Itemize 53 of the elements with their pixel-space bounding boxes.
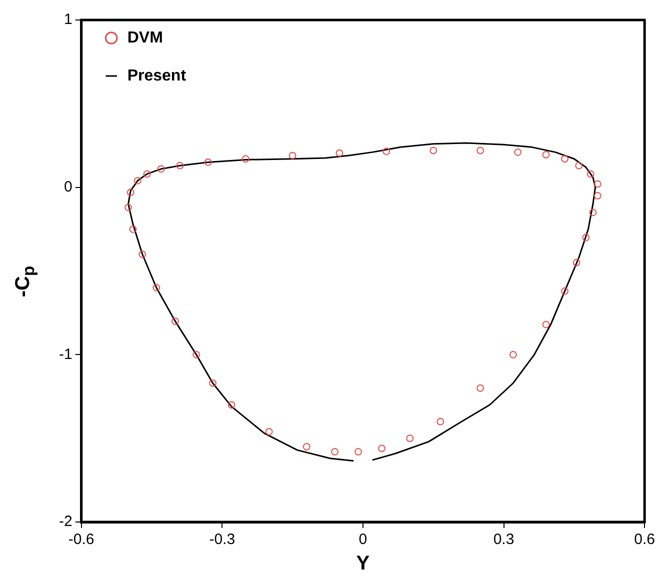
point	[129, 225, 137, 233]
point	[514, 148, 522, 156]
point	[242, 155, 250, 163]
point	[561, 155, 568, 163]
point	[594, 180, 602, 188]
x-tick-label: 0.3	[493, 531, 514, 548]
point	[561, 287, 568, 295]
point	[542, 320, 550, 328]
y-tick-label: 1	[64, 11, 72, 28]
legend-label: Present	[127, 67, 187, 84]
point	[209, 379, 216, 387]
point	[126, 188, 134, 196]
point	[354, 448, 362, 456]
x-tick-label: -0.6	[68, 531, 94, 548]
point	[430, 146, 438, 154]
point	[331, 448, 338, 456]
point	[134, 176, 142, 184]
point	[594, 192, 602, 200]
x-tick-label: 0	[358, 531, 368, 548]
point	[378, 444, 386, 452]
point	[582, 234, 590, 242]
point	[575, 162, 583, 170]
y-tick-label: -2	[58, 513, 72, 530]
point	[586, 170, 594, 178]
point	[336, 149, 344, 157]
point	[302, 443, 310, 450]
point	[476, 146, 484, 154]
point	[157, 165, 165, 173]
x-axis-title: Y	[356, 552, 370, 575]
point	[152, 284, 160, 292]
point	[288, 152, 296, 160]
point	[476, 384, 484, 392]
point	[589, 208, 597, 216]
x-tick-label: 0.6	[634, 531, 656, 548]
point	[436, 418, 444, 426]
point	[124, 204, 132, 212]
point	[572, 258, 580, 266]
point	[542, 151, 550, 158]
point	[204, 158, 212, 166]
point	[138, 250, 146, 258]
point	[176, 162, 184, 170]
point	[509, 350, 517, 358]
legend-label: DVM	[127, 29, 163, 46]
point	[192, 350, 200, 358]
point	[382, 148, 390, 156]
x-tick-label: -0.3	[209, 531, 236, 548]
point	[143, 170, 151, 178]
point	[265, 428, 273, 436]
y-tick-label: 0	[64, 178, 72, 196]
point	[172, 318, 179, 325]
y-tick-label: -1	[58, 346, 72, 363]
point	[228, 401, 236, 409]
point	[406, 434, 414, 442]
